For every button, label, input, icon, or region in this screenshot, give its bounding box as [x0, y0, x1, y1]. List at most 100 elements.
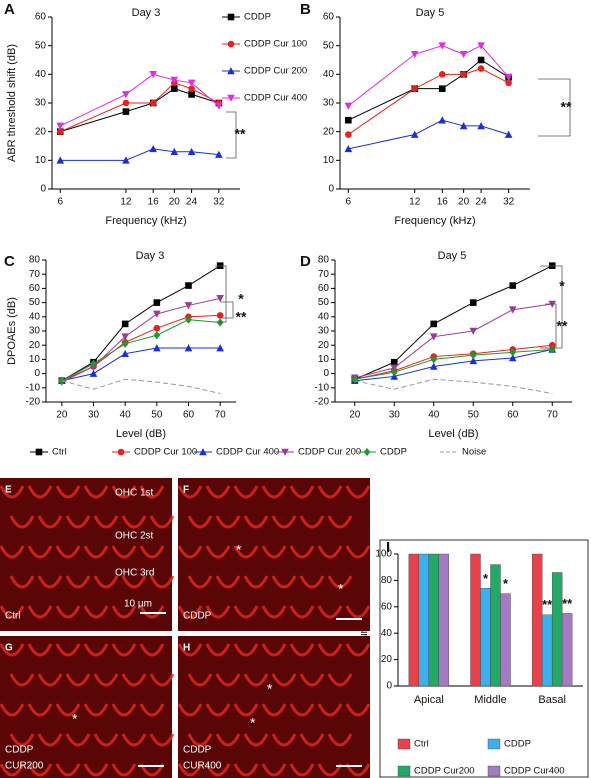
y-tick-label: -10 [315, 382, 330, 393]
marker [509, 348, 517, 357]
cell [261, 643, 287, 657]
marker [199, 448, 207, 456]
micrograph [177, 478, 371, 631]
legend-swatch [397, 738, 411, 750]
image-label: OHC 2st [115, 531, 154, 542]
bar [418, 553, 430, 687]
cell [27, 643, 53, 657]
marker [184, 302, 193, 310]
cell [139, 485, 165, 499]
y-tick-label: 40 [318, 311, 330, 322]
y-tick-label: 40 [381, 628, 393, 639]
cell [83, 545, 109, 559]
cell [0, 643, 25, 657]
x-tick-label: 6 [346, 197, 352, 208]
cell [345, 545, 371, 559]
x-tick-label: 32 [503, 197, 515, 208]
y-tick-label: 60 [29, 283, 41, 294]
series-line [348, 45, 510, 107]
chart-title: Day 3 [136, 250, 165, 262]
cell [65, 515, 91, 529]
cell [289, 763, 315, 777]
cell [299, 733, 325, 747]
cell [345, 643, 371, 657]
series-line [61, 265, 221, 382]
marker [390, 368, 398, 377]
y-tick-label: 60 [381, 601, 393, 612]
legend-label: CDDP Cur 100 [134, 447, 197, 458]
cell [177, 545, 203, 559]
y-tick-label: 0 [34, 368, 40, 379]
x-tick-label: 20 [56, 410, 68, 421]
x-tick-label: 20 [169, 197, 181, 208]
y-tick-label: 30 [323, 98, 335, 109]
legend-label: CDDP Cur 200 [244, 66, 307, 77]
cell [149, 673, 175, 687]
marker [216, 295, 224, 303]
cell [0, 703, 25, 717]
image-label: * [250, 715, 256, 731]
cell [215, 673, 241, 687]
marker [429, 333, 438, 341]
marker [438, 71, 446, 78]
series-line [60, 82, 220, 133]
marker [216, 344, 224, 352]
micrograph-bg [178, 478, 370, 631]
cell [177, 485, 203, 499]
marker [438, 42, 447, 50]
marker [548, 345, 556, 354]
marker [153, 310, 161, 318]
cell [289, 545, 315, 559]
cell [83, 703, 109, 717]
cell [121, 673, 147, 687]
cell [317, 605, 343, 619]
cell [37, 673, 63, 687]
x-tick-label: 60 [183, 410, 195, 421]
cell [205, 703, 231, 717]
cell [233, 485, 259, 499]
marker [469, 327, 478, 335]
y-axis-label: DPOAEs (dB) [6, 297, 18, 365]
marker [430, 355, 438, 364]
cell [37, 575, 63, 589]
cell [111, 703, 137, 717]
series-line [60, 88, 220, 133]
marker [363, 447, 371, 457]
cell [9, 733, 35, 747]
marker [477, 56, 485, 64]
cell [9, 673, 35, 687]
y-tick-label: 20 [29, 340, 41, 351]
y-tick-label: 0 [328, 184, 334, 195]
cell [215, 515, 241, 529]
cell [93, 575, 119, 589]
cell [289, 605, 315, 619]
marker [411, 85, 419, 92]
y-tick-label: 40 [35, 69, 47, 80]
marker [469, 351, 477, 360]
legend-label: Ctrl [52, 447, 67, 458]
cell [187, 673, 213, 687]
y-tick-label: 20 [35, 126, 47, 137]
cell [55, 605, 81, 619]
panel-label: C [4, 253, 15, 270]
marker [153, 331, 161, 340]
cell [65, 673, 91, 687]
cell [289, 703, 315, 717]
cell [27, 545, 53, 559]
significance: * [503, 576, 509, 591]
marker [351, 375, 359, 384]
marker [227, 67, 235, 75]
x-tick-label: 16 [148, 197, 160, 208]
x-tick-label: 12 [409, 197, 421, 208]
cell [233, 763, 259, 777]
y-tick-label: 50 [318, 297, 330, 308]
significance: ** [542, 597, 553, 612]
marker [509, 282, 517, 289]
cell [55, 643, 81, 657]
marker [56, 122, 65, 130]
y-tick-label: 20 [381, 654, 393, 665]
legend-label: CDDP Cur 100 [244, 39, 307, 50]
cell [9, 515, 35, 529]
cell [215, 575, 241, 589]
micrograph [0, 636, 175, 778]
